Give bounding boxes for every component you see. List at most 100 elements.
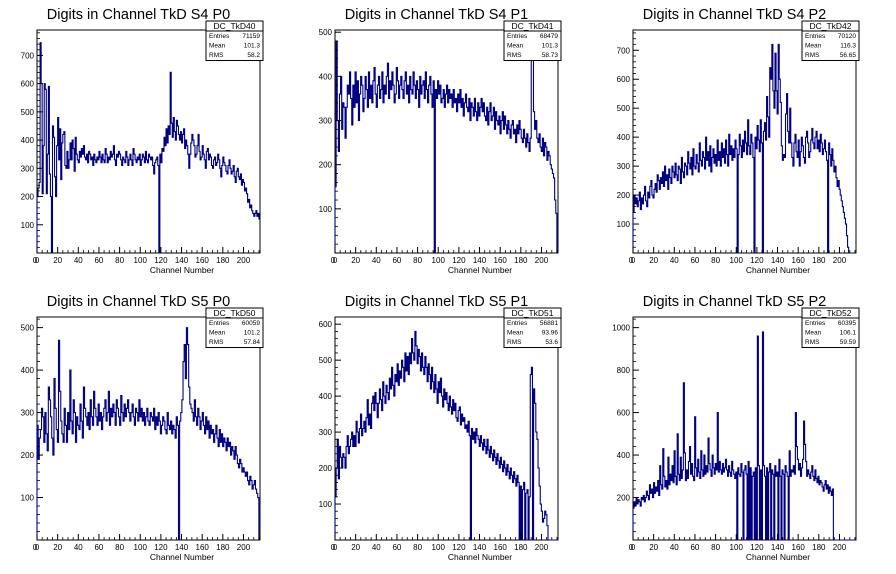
x-tick-label: 160 [494, 543, 508, 552]
y-tick-label: 300 [21, 409, 35, 418]
histogram-panel-2: Digits in Channel TkD S4 P1 0 20 40 60 80 100 1… [319, 7, 562, 275]
origin-label: 0 [331, 256, 336, 265]
y-tick-label: 100 [319, 205, 333, 214]
y-tick-label: 100 [21, 221, 35, 230]
stats-box: DC_TkD40 Entries 71159 Mean 101.3 RMS 58.2 [205, 20, 264, 61]
y-tick-label: 100 [319, 500, 333, 509]
origin-label: 0 [33, 543, 38, 552]
y-tick-label: 500 [319, 28, 333, 37]
stats-value: 116.3 [840, 43, 856, 50]
stats-value: 101.3 [542, 43, 559, 50]
x-tick-label: 60 [690, 256, 699, 265]
stats-value: 56881 [540, 320, 558, 327]
x-tick-label: 160 [792, 543, 806, 552]
histogram-series [36, 42, 260, 254]
stats-box: DC_TkD50 Entries 60059 Mean 101.2 RMS 57.84 [205, 307, 264, 348]
plot-frame [36, 316, 261, 541]
plot-frame [334, 29, 559, 254]
stats-box-name: DC_TkD42 [809, 21, 851, 31]
x-tick-label: 80 [711, 256, 720, 265]
x-tick-label: 160 [494, 256, 508, 265]
stats-box-name: DC_TkD41 [511, 21, 553, 31]
chart-title: Digits in Channel TkD S4 P2 [643, 7, 827, 23]
y-tick-label: 100 [21, 494, 35, 503]
stats-box-name: DC_TkD40 [213, 21, 255, 31]
x-tick-label: 40 [74, 543, 83, 552]
x-tick-label: 80 [413, 543, 422, 552]
stats-value: 60395 [838, 320, 856, 327]
x-tick-label: 180 [812, 256, 826, 265]
x-tick-label: 20 [649, 256, 658, 265]
stats-value: 58.73 [542, 52, 559, 59]
y-tick-label: 500 [617, 104, 631, 113]
histogram-panel-1: Digits in Channel TkD S4 P0 0 20 40 60 80 100 1… [21, 7, 264, 275]
x-tick-label: 140 [771, 543, 785, 552]
y-tick-label: 300 [21, 164, 35, 173]
plot-frame [36, 29, 261, 254]
histogram-panel-4: Digits in Channel TkD S5 P0 0 20 40 60 80 100 1… [21, 294, 264, 562]
x-tick-label: 140 [175, 256, 189, 265]
y-tick-label: 200 [319, 464, 333, 473]
chart-title: Digits in Channel TkD S4 P1 [345, 7, 529, 23]
stats-value: 71159 [242, 33, 260, 40]
chart-title: Digits in Channel TkD S5 P2 [643, 294, 827, 310]
stats-label: Mean [805, 43, 822, 50]
x-axis-label: Channel Number [150, 265, 214, 275]
y-tick-label: 600 [21, 80, 35, 89]
x-tick-label: 60 [690, 543, 699, 552]
x-tick-label: 100 [134, 543, 148, 552]
x-tick-label: 100 [134, 256, 148, 265]
y-tick-label: 400 [617, 451, 631, 460]
y-tick-label: 200 [617, 191, 631, 200]
stats-label: Mean [507, 43, 524, 50]
x-tick-label: 40 [74, 256, 83, 265]
x-tick-label: 0 [333, 256, 338, 265]
x-tick-label: 80 [711, 543, 720, 552]
stats-value: 58.2 [247, 52, 260, 59]
stats-box-name: DC_TkD51 [511, 308, 553, 318]
plot-frame [334, 316, 559, 541]
x-axis-label: Channel Number [746, 265, 810, 275]
stats-label: Entries [507, 320, 528, 327]
chart-title: Digits in Channel TkD S5 P0 [47, 294, 231, 310]
histogram-series [632, 331, 856, 541]
x-tick-label: 80 [115, 543, 124, 552]
y-tick-label: 400 [21, 366, 35, 375]
stats-label: Mean [805, 330, 822, 337]
x-tick-label: 200 [535, 256, 549, 265]
x-tick-label: 100 [730, 543, 744, 552]
y-tick-label: 600 [617, 75, 631, 84]
stats-box-frame [503, 307, 562, 348]
y-tick-label: 400 [319, 72, 333, 81]
stats-value: 106.1 [840, 330, 857, 337]
x-tick-label: 100 [432, 543, 446, 552]
origin-label: 0 [331, 543, 336, 552]
y-tick-label: 200 [21, 193, 35, 202]
x-tick-label: 120 [452, 256, 466, 265]
stats-label: Mean [209, 43, 226, 50]
stats-label: RMS [805, 52, 820, 59]
origin-label: 0 [629, 543, 634, 552]
x-tick-label: 100 [730, 256, 744, 265]
x-axis-label: Channel Number [150, 552, 214, 562]
histogram-panel-6: Digits in Channel TkD S5 P2 0 20 40 60 80 100 1… [612, 294, 860, 562]
stats-label: Mean [507, 330, 524, 337]
origin-label: 0 [33, 256, 38, 265]
y-tick-label: 300 [617, 162, 631, 171]
stats-box: DC_TkD51 Entries 56881 Mean 93.96 RMS 53.6 [503, 307, 562, 348]
x-tick-label: 20 [351, 256, 360, 265]
x-tick-label: 80 [115, 256, 124, 265]
y-tick-label: 300 [319, 117, 333, 126]
stats-box-frame [205, 307, 264, 348]
stats-label: Entries [209, 320, 230, 327]
stats-value: 59.59 [840, 339, 857, 346]
y-tick-label: 600 [319, 320, 333, 329]
stats-label: Entries [805, 320, 826, 327]
x-tick-label: 120 [154, 543, 168, 552]
x-tick-label: 40 [372, 256, 381, 265]
y-tick-label: 400 [319, 392, 333, 401]
chart-title: Digits in Channel TkD S5 P1 [345, 294, 529, 310]
x-tick-label: 140 [771, 256, 785, 265]
x-tick-label: 120 [750, 543, 764, 552]
